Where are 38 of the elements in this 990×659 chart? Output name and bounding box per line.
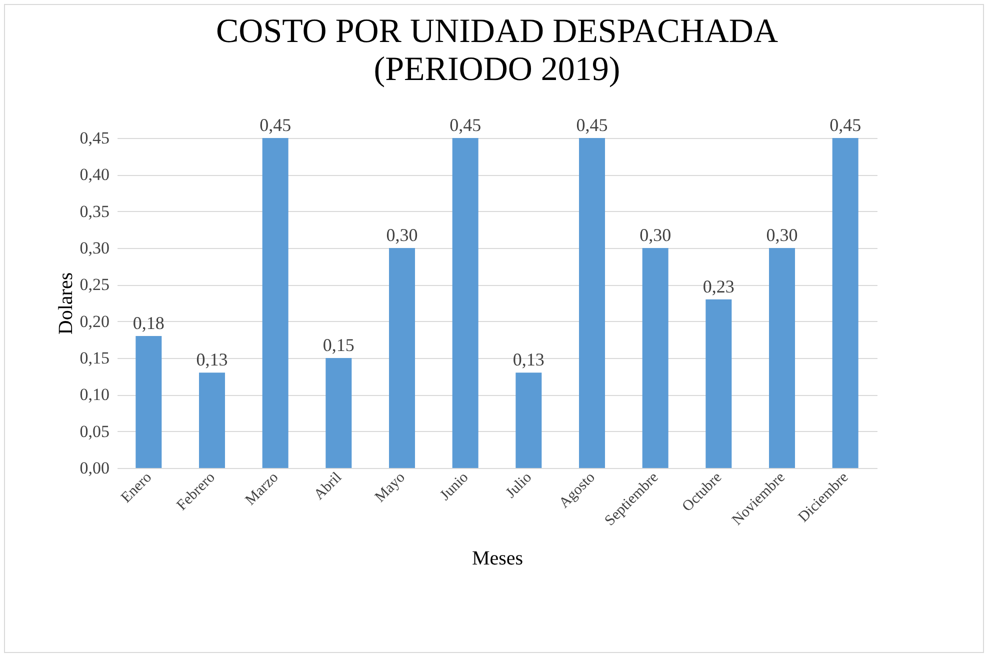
x-axis-title: Meses — [472, 547, 524, 570]
bar — [642, 248, 668, 468]
y-tick-label: 0,25 — [80, 275, 110, 294]
y-tick-label: 0,30 — [80, 238, 110, 258]
bar — [769, 248, 795, 468]
bar — [579, 138, 605, 468]
bar — [326, 358, 352, 468]
y-tick-label: 0,00 — [80, 458, 110, 478]
y-tick-label: 0,10 — [80, 385, 110, 404]
y-tick-label: 0,35 — [80, 202, 110, 221]
data-label: 0,30 — [640, 225, 672, 245]
data-label: 0,45 — [260, 115, 292, 135]
bar — [516, 372, 542, 468]
bar — [706, 299, 732, 468]
bar — [832, 138, 858, 468]
data-label: 0,45 — [576, 115, 608, 135]
chart-title: COSTO POR UNIDAD DESPACHADA (PERIODO 2019) — [216, 13, 778, 88]
x-tick-label: Julio — [503, 470, 536, 502]
y-tick-label: 0,40 — [80, 165, 110, 184]
bar — [199, 372, 225, 468]
data-label: 0,13 — [196, 350, 228, 370]
data-label: 0,18 — [132, 313, 164, 333]
bar — [389, 248, 415, 468]
bar — [452, 138, 478, 468]
y-tick-label: 0,20 — [80, 312, 110, 331]
bar — [136, 336, 162, 468]
data-label: 0,13 — [512, 350, 544, 370]
y-tick-label: 0,05 — [80, 422, 110, 441]
bar — [262, 138, 288, 468]
data-label: 0,30 — [386, 225, 418, 245]
data-label: 0,45 — [450, 115, 482, 135]
y-tick-label: 0,15 — [80, 348, 110, 368]
data-label: 0,15 — [322, 335, 354, 355]
data-label: 0,23 — [702, 276, 734, 296]
data-label: 0,45 — [830, 115, 862, 135]
y-axis-title: Dolares — [54, 272, 77, 335]
y-tick-label: 0,45 — [80, 128, 110, 148]
data-label: 0,30 — [766, 225, 798, 245]
